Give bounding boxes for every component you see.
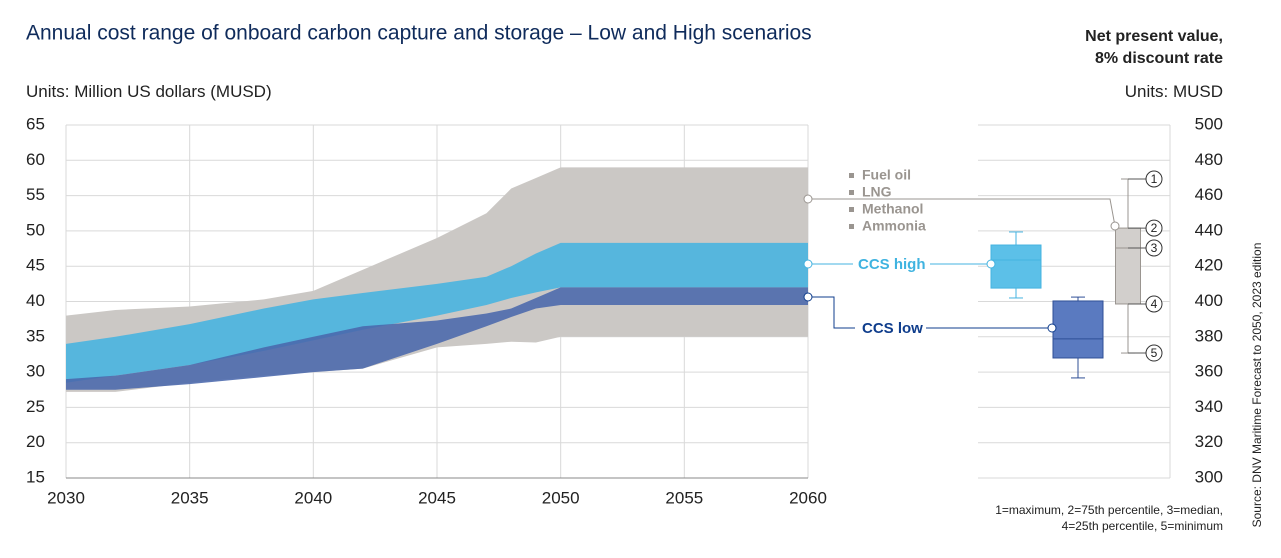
y-tick-label: 35 — [26, 326, 45, 345]
legend-bullet — [849, 207, 854, 212]
range-band — [66, 287, 808, 390]
y-tick-label: 40 — [26, 291, 45, 310]
legend-label: LNG — [862, 184, 892, 200]
legend-label: Ammonia — [862, 218, 926, 234]
source: Source: DNV Maritime Forecast to 2050, 2… — [1250, 243, 1264, 528]
legend-label: CCS high — [858, 256, 926, 273]
y-tick-label: 65 — [26, 114, 45, 133]
legend-bullet — [849, 224, 854, 229]
y-tick-label: 55 — [26, 185, 45, 204]
x-tick-label: 2040 — [294, 488, 332, 507]
legend-label: CCS low — [862, 320, 923, 337]
connector — [808, 198, 1116, 227]
marker-circle — [1145, 344, 1163, 362]
units-value: MUSD — [1173, 82, 1223, 101]
connectors — [808, 198, 1116, 329]
connector-dot — [1047, 323, 1057, 333]
y2-tick-label: 360 — [1195, 362, 1223, 381]
y2-tick-label: 420 — [1195, 256, 1223, 275]
y2-tick-label: 500 — [1195, 114, 1223, 133]
labels: CCS high CCS low Fuel oilLNGMethanolAmmo… — [803, 167, 1163, 362]
marker-circle — [1145, 239, 1163, 257]
connector-dot — [803, 292, 813, 302]
footnote: 4=25th percentile, 5=minimum — [1062, 519, 1223, 533]
y2-tick-label: 460 — [1195, 185, 1223, 204]
x-tick-label: 2030 — [47, 488, 85, 507]
marker-label: 3 — [1151, 241, 1158, 255]
y2-tick-label: 340 — [1195, 397, 1223, 416]
connector-dot — [1110, 221, 1120, 231]
marker-label: 4 — [1151, 297, 1158, 311]
units-value: Million US dollars (MUSD) — [74, 82, 271, 101]
connector — [808, 296, 855, 329]
marker-label: 2 — [1151, 221, 1158, 235]
y-tick-label: 45 — [26, 256, 45, 275]
box-units: Units: MUSD — [1125, 82, 1223, 101]
chart-title: Annual cost range of onboard carbon capt… — [26, 22, 812, 45]
legend-bullet — [849, 173, 854, 178]
x-tick-label: 2050 — [542, 488, 580, 507]
box — [1052, 300, 1104, 359]
y-tick-label: 60 — [26, 150, 45, 169]
footnote: 1=maximum, 2=75th percentile, 3=median, — [995, 503, 1223, 517]
marker-circle — [1145, 219, 1163, 237]
legend-label: Fuel oil — [862, 167, 911, 183]
marker-circle — [1145, 170, 1163, 188]
range-band — [66, 242, 808, 383]
marker-label: 1 — [1151, 172, 1158, 186]
y-tick-label: 15 — [26, 467, 45, 486]
y-tick-label: 50 — [26, 220, 45, 239]
y2-tick-label: 400 — [1195, 291, 1223, 310]
units-prefix: Units: — [26, 82, 69, 101]
y2-tick-label: 480 — [1195, 150, 1223, 169]
connector-dot — [803, 259, 813, 269]
connector-dot — [986, 259, 996, 269]
marker-label: 5 — [1151, 346, 1158, 360]
box — [990, 244, 1042, 289]
legend-bullet — [849, 190, 854, 195]
connector-dot — [803, 194, 813, 204]
x-tick-label: 2045 — [418, 488, 456, 507]
box-title: Net present value, — [1085, 28, 1223, 45]
y-tick-label: 20 — [26, 432, 45, 451]
y-tick-label: 30 — [26, 362, 45, 381]
marker-circle — [1145, 295, 1163, 313]
x-tick-label: 2060 — [789, 488, 827, 507]
y2-tick-label: 380 — [1195, 326, 1223, 345]
x-tick-label: 2055 — [665, 488, 703, 507]
legend-label: Methanol — [862, 201, 923, 217]
box — [1115, 227, 1141, 305]
y2-tick-label: 320 — [1195, 432, 1223, 451]
units-label: Units: Million US dollars (MUSD) — [26, 82, 272, 101]
y2-tick-label: 300 — [1195, 467, 1223, 486]
y2-tick-label: 440 — [1195, 220, 1223, 239]
x-tick-label: 2035 — [171, 488, 209, 507]
units-prefix: Units: — [1125, 82, 1168, 101]
box-title: 8% discount rate — [1095, 50, 1223, 67]
y-tick-label: 25 — [26, 397, 45, 416]
